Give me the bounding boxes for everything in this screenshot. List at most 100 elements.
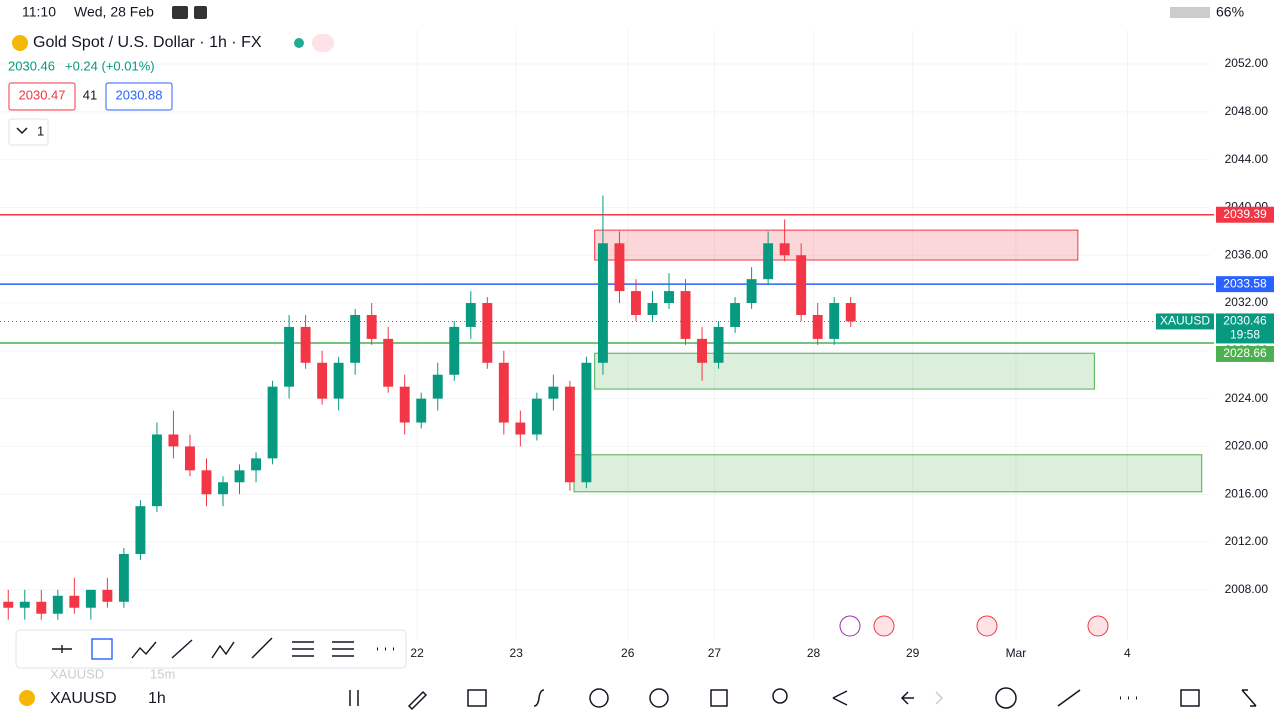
candle-body — [69, 595, 80, 608]
info[interactable] — [995, 687, 1017, 709]
y-tick-label: 2032.00 — [1225, 295, 1269, 309]
level-badge — [1216, 345, 1274, 362]
y-tick-label: 2008.00 — [1225, 582, 1269, 596]
indicators[interactable] — [533, 689, 545, 707]
symbol-title[interactable]: Gold Spot / U.S. Dollar · 1h · FX — [33, 34, 262, 51]
candle-body — [300, 326, 311, 363]
x-tick-label: Mar — [1006, 646, 1027, 660]
event-icon — [976, 615, 998, 637]
candle-body — [779, 243, 790, 256]
chart: 2052.002048.002044.002040.002036.002032.… — [0, 30, 1274, 660]
symbol-tag — [1156, 313, 1214, 330]
candle-body — [614, 243, 625, 292]
candle-body — [680, 291, 691, 339]
candle-body — [416, 398, 427, 423]
redo[interactable] — [935, 691, 944, 705]
level-label: 2033.58 — [1223, 276, 1267, 290]
text-note[interactable] — [467, 689, 487, 707]
chevron — [16, 127, 28, 135]
zone — [594, 229, 1079, 261]
tool[interactable] — [52, 645, 72, 653]
fullscreen[interactable] — [1241, 689, 1257, 707]
sell-button[interactable] — [8, 82, 76, 111]
candle-body — [796, 255, 807, 315]
indicator-badge — [312, 34, 334, 52]
buy-button[interactable] — [105, 82, 173, 111]
level-label: 2039.39 — [1223, 207, 1267, 221]
previous-interval: 15m — [150, 666, 175, 681]
indicators-toggle[interactable] — [8, 118, 49, 146]
candle-body — [284, 326, 295, 387]
candle-body — [52, 595, 63, 614]
layout[interactable] — [710, 689, 728, 707]
indicator-count: 1 — [37, 123, 44, 138]
draw[interactable] — [407, 690, 428, 711]
level-label: 2028.66 — [1223, 346, 1267, 360]
candle-body — [829, 303, 840, 339]
candle-body — [812, 314, 823, 339]
candle-body — [201, 470, 212, 495]
countdown: 19:58 — [1230, 328, 1260, 342]
y-tick-label: 2036.00 — [1225, 247, 1269, 261]
event-icon — [873, 615, 895, 637]
candle-body — [218, 482, 228, 495]
candle-body — [631, 291, 641, 315]
symbol-icon — [19, 690, 35, 706]
event-icon — [839, 615, 861, 637]
tool[interactable] — [292, 641, 314, 657]
candle-body — [399, 386, 410, 423]
tool[interactable] — [91, 638, 113, 660]
share[interactable] — [832, 690, 848, 706]
candle-body — [845, 303, 856, 322]
tool[interactable] — [251, 637, 273, 659]
previous-symbol: XAUUSD — [50, 666, 104, 681]
status-time: 11:10 — [22, 4, 56, 20]
level-badge — [1216, 276, 1274, 293]
add[interactable] — [589, 688, 609, 708]
tool[interactable] — [171, 639, 193, 659]
candle-body — [498, 362, 509, 423]
zone — [573, 454, 1203, 493]
candle-body — [151, 434, 162, 507]
bottom-interval[interactable]: 1h — [148, 690, 166, 707]
candle-body — [383, 338, 394, 387]
ideas[interactable] — [772, 688, 788, 704]
candle-body — [366, 314, 377, 339]
last-price: 2030.46 — [8, 58, 55, 73]
candle-body — [85, 589, 96, 608]
price-change: +0.24 (+0.01%) — [65, 58, 155, 73]
x-tick-label: 4 — [1124, 646, 1131, 660]
candle-body — [3, 601, 14, 608]
y-tick-label: 2016.00 — [1225, 486, 1269, 500]
symbol-icon — [12, 35, 28, 51]
trading[interactable] — [1057, 689, 1081, 707]
market-open — [294, 38, 304, 48]
x-tick-label: 28 — [807, 646, 821, 660]
window[interactable] — [1180, 689, 1200, 707]
undo[interactable] — [900, 691, 914, 705]
event-icon — [1087, 615, 1109, 637]
tool[interactable] — [211, 641, 235, 659]
bottom-toolbar — [349, 687, 1257, 711]
y-tick-label: 2052.00 — [1225, 56, 1269, 70]
chart-type[interactable] — [349, 690, 359, 706]
candle-body — [350, 314, 361, 363]
candle-body — [597, 243, 608, 363]
tool[interactable] — [131, 641, 157, 659]
candle-body — [102, 589, 113, 602]
x-tick-label: 26 — [621, 646, 635, 660]
candle-body — [118, 553, 129, 602]
battery: 66% — [1216, 4, 1244, 20]
candle-body — [482, 303, 493, 363]
candle-body — [664, 291, 674, 304]
spread: 41 — [83, 87, 97, 102]
candle-body — [234, 470, 245, 483]
alert[interactable] — [649, 688, 669, 708]
bottom-symbol[interactable]: XAUUSD — [50, 690, 117, 707]
candle-body — [730, 303, 741, 327]
candle-body — [713, 326, 724, 363]
x-tick-label: 27 — [708, 646, 722, 660]
candle-body — [449, 326, 460, 375]
candle-body — [697, 338, 708, 363]
tool[interactable] — [332, 641, 354, 657]
